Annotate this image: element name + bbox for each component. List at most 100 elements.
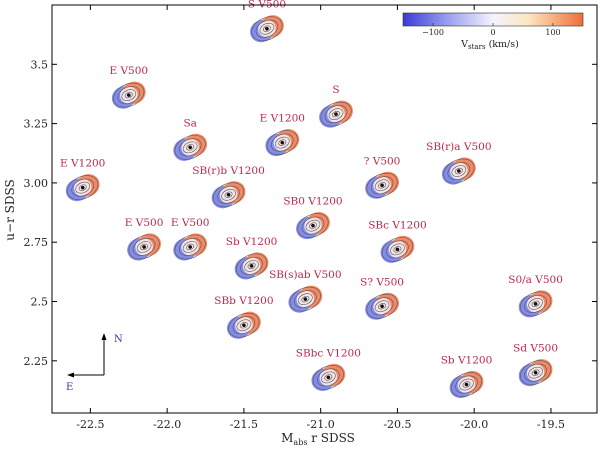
galaxy-marker (288, 285, 323, 313)
galaxy-nucleus (188, 245, 192, 249)
x-axis: -22.5 -22.0 -21.5 -21.0 -20.5 -20.0 -19.5 (76, 5, 565, 431)
galaxy-nucleus (395, 247, 400, 252)
galaxy-nucleus (280, 140, 285, 145)
galaxy-contour (174, 234, 206, 260)
galaxy-contour (301, 295, 310, 303)
galaxy-contour (366, 293, 398, 319)
galaxy-label: Sb V1200 (441, 355, 493, 367)
galaxy-marker (173, 233, 208, 261)
plot-frame (51, 4, 598, 414)
galaxy-contour (140, 243, 149, 251)
galaxy-contour (236, 253, 268, 279)
galaxy-contour (520, 291, 552, 317)
galaxy-nucleus (311, 223, 315, 228)
galaxy-marker (127, 233, 162, 261)
north-arrow-icon (101, 333, 107, 340)
galaxy-nucleus (249, 264, 254, 268)
galaxy-contour (271, 133, 294, 152)
colorbar-tick-label: 0 (490, 28, 495, 37)
galaxy-contour (454, 167, 463, 175)
galaxy-label: Sb V1200 (226, 236, 278, 248)
galaxy-contour (321, 371, 336, 384)
galaxy-contour (113, 82, 145, 108)
y-tick-label: 3.25 (24, 118, 49, 131)
colorbar-tick-label: 100 (545, 28, 560, 37)
galaxy-contour (320, 101, 352, 127)
galaxy-contour (378, 303, 387, 310)
galaxy-contour (255, 19, 279, 38)
galaxy-label: S (332, 84, 339, 96)
galaxy-contour (266, 130, 298, 155)
galaxy-nucleus (334, 112, 338, 116)
galaxy-marker (111, 81, 146, 109)
galaxy-contour (259, 22, 275, 35)
galaxy-contour (393, 246, 402, 253)
galaxy-label: E V500 (171, 217, 210, 229)
galaxy-contour (274, 136, 290, 149)
galaxy-contour (278, 139, 287, 146)
y-tick-label: 3.00 (24, 177, 49, 190)
x-tick-label: -20.0 (460, 418, 488, 431)
galaxy-contour (455, 375, 478, 394)
galaxy-contour (132, 237, 156, 256)
y-tick-label: 2.5 (31, 296, 49, 309)
galaxy-contour (228, 312, 260, 338)
galaxy-marker (441, 157, 476, 185)
east-arrow-icon (67, 372, 74, 378)
x-tick-label: -22.5 (76, 418, 104, 431)
galaxy-contour (121, 89, 137, 101)
galaxy-contour (128, 234, 160, 260)
galaxy-contour (381, 236, 413, 262)
x-axis-label: Mabs r SDSS (281, 431, 355, 447)
galaxy-contour (262, 25, 271, 32)
galaxy-marker (311, 363, 346, 391)
galaxy-contour (186, 144, 195, 151)
colorbar-label: Vstars (km/s) (460, 39, 519, 51)
galaxy-nucleus (457, 169, 461, 173)
galaxy-contour (186, 243, 195, 251)
galaxy-contour (520, 360, 552, 386)
galaxy-nucleus (188, 145, 192, 150)
colorbar-tick-label: −100 (422, 28, 444, 37)
galaxy-contour (289, 286, 321, 312)
galaxy-contour (305, 219, 321, 232)
galaxy-contour (451, 165, 467, 177)
galaxy-contour (524, 294, 547, 313)
galaxy-contour (386, 240, 409, 259)
galaxy-contour (224, 191, 233, 198)
colorbar-ticks: −100 0 100 (422, 23, 561, 37)
galaxy-marker (319, 100, 353, 128)
galaxy-contour (294, 290, 317, 309)
galaxy-contour (528, 298, 543, 310)
galaxy-contour (124, 91, 133, 99)
galaxy-contour (217, 185, 240, 204)
galaxy-contour (236, 319, 252, 332)
galaxy-contour (221, 188, 236, 201)
galaxy-nucleus (242, 323, 246, 328)
y-axis: 2.25 2.5 2.75 3.00 3.25 3.5 (24, 58, 597, 368)
galaxy-contour (67, 175, 99, 200)
galaxy-contour (298, 293, 313, 305)
galaxy-label: SB(s)ab V500 (269, 269, 341, 281)
galaxy-contour (71, 178, 94, 197)
galaxy-label: E V1200 (60, 158, 105, 170)
galaxy-marker (250, 15, 284, 43)
galaxy-label: SB(r)a V500 (426, 141, 491, 153)
galaxy-contour (178, 237, 202, 256)
galaxy-contour (450, 372, 483, 397)
x-tick-label: -21.0 (307, 418, 335, 431)
x-tick-label: -22.0 (153, 418, 181, 431)
galaxy-contour (75, 181, 91, 194)
galaxy-contour (462, 381, 471, 388)
galaxy-nucleus (226, 192, 231, 197)
galaxy-contour (366, 172, 398, 198)
galaxy-marker (65, 174, 100, 202)
galaxy-contour (328, 108, 344, 120)
galaxy-marker (380, 235, 415, 263)
galaxy-contour (244, 260, 259, 272)
galaxy-label: SBbc V1200 (296, 347, 361, 359)
galaxy-marker (518, 290, 553, 318)
galaxy-contour (370, 297, 394, 316)
galaxy-marker (365, 171, 399, 199)
galaxy-nucleus (265, 26, 269, 31)
